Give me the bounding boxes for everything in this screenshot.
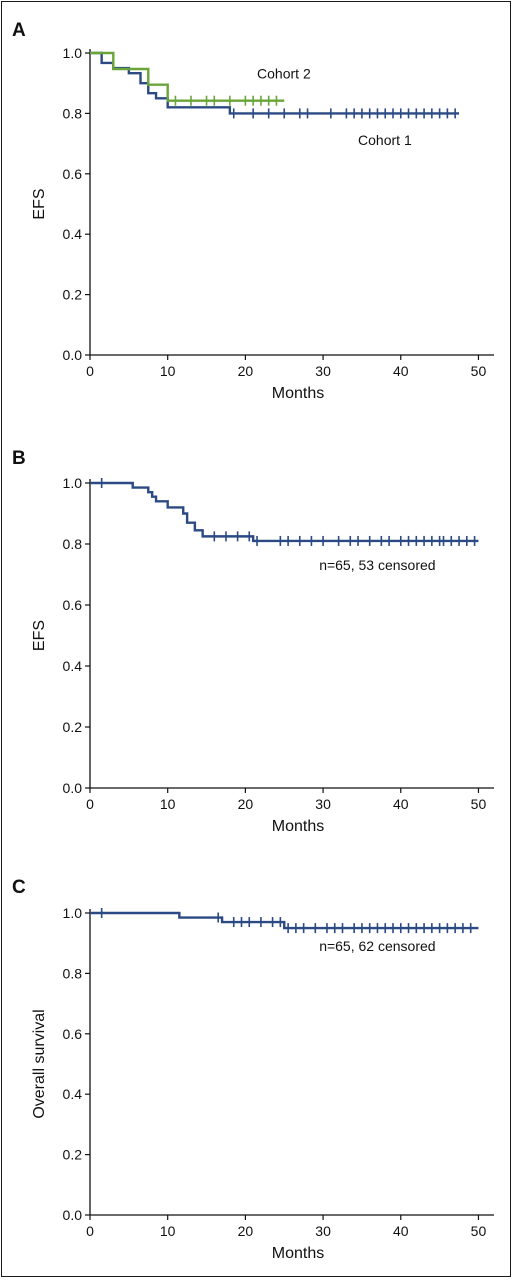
- y-tick-label: 1.0: [63, 475, 83, 491]
- y-tick-label: 0.6: [63, 1026, 83, 1042]
- y-tick-label: 0.2: [63, 719, 83, 735]
- x-tick-label: 10: [160, 363, 176, 379]
- panel-label: B: [12, 448, 26, 469]
- y-tick-label: 0.6: [63, 166, 83, 182]
- annotation: n=65, 62 censored: [319, 938, 435, 954]
- x-tick-label: 30: [315, 796, 331, 812]
- y-axis-title: EFS: [31, 620, 48, 651]
- y-tick-label: 0.2: [63, 1147, 83, 1163]
- y-tick-label: 0.4: [63, 1086, 83, 1102]
- panel-label: A: [12, 20, 26, 41]
- x-tick-label: 40: [393, 796, 409, 812]
- y-tick-label: 1.0: [63, 45, 83, 61]
- x-tick-label: 30: [315, 363, 331, 379]
- x-axis-title: Months: [272, 1245, 324, 1262]
- y-tick-label: 0.4: [63, 226, 83, 242]
- x-tick-label: 30: [315, 1223, 331, 1239]
- annotation: Cohort 2: [257, 66, 311, 82]
- y-axis-title: EFS: [31, 188, 48, 219]
- x-tick-label: 0: [86, 363, 94, 379]
- x-tick-label: 20: [238, 363, 254, 379]
- survival-curve: [90, 51, 285, 102]
- y-tick-label: 0.8: [63, 536, 83, 552]
- y-tick-label: 0.0: [63, 780, 83, 796]
- y-tick-label: 0.0: [63, 1207, 83, 1223]
- x-tick-label: 20: [238, 796, 254, 812]
- x-tick-label: 10: [160, 1223, 176, 1239]
- chart-panel-b: B 0.0 0.2 0.4 0.6 0.8 1.0 0 10 20 30 40 50 Months EFS n…: [12, 448, 494, 835]
- survival-curve: [90, 481, 479, 543]
- y-axis-title: Overall survival: [31, 1009, 48, 1118]
- annotation: n=65, 53 censored: [319, 557, 435, 573]
- x-tick-label: 20: [238, 1223, 254, 1239]
- x-tick-label: 0: [86, 1223, 94, 1239]
- y-tick-label: 0.8: [63, 965, 83, 981]
- x-tick-label: 40: [393, 363, 409, 379]
- y-tick-label: 0.8: [63, 105, 83, 121]
- x-tick-label: 50: [471, 363, 487, 379]
- chart-panel-a: A 0.0 0.2 0.4 0.6 0.8 1.0 0 10 20 30 40 50 Months EFS C…: [12, 20, 494, 402]
- y-tick-label: 0.4: [63, 658, 83, 674]
- survival-curve: [90, 51, 460, 115]
- x-tick-label: 40: [393, 1223, 409, 1239]
- annotation: Cohort 1: [358, 132, 412, 148]
- x-tick-label: 0: [86, 796, 94, 812]
- x-axis-title: Months: [272, 385, 324, 402]
- x-axis-title: Months: [272, 818, 324, 835]
- y-tick-label: 0.2: [63, 287, 83, 303]
- y-tick-label: 0.6: [63, 597, 83, 613]
- x-tick-label: 50: [471, 796, 487, 812]
- y-tick-label: 1.0: [63, 905, 83, 921]
- x-tick-label: 50: [471, 1223, 487, 1239]
- y-tick-label: 0.0: [63, 347, 83, 363]
- panel-label: C: [12, 877, 26, 898]
- x-tick-label: 10: [160, 796, 176, 812]
- chart-panel-c: C 0.0 0.2 0.4 0.6 0.8 1.0 0 10 20 30 40 50 Months Over…: [12, 877, 494, 1262]
- survival-curve: [90, 911, 479, 930]
